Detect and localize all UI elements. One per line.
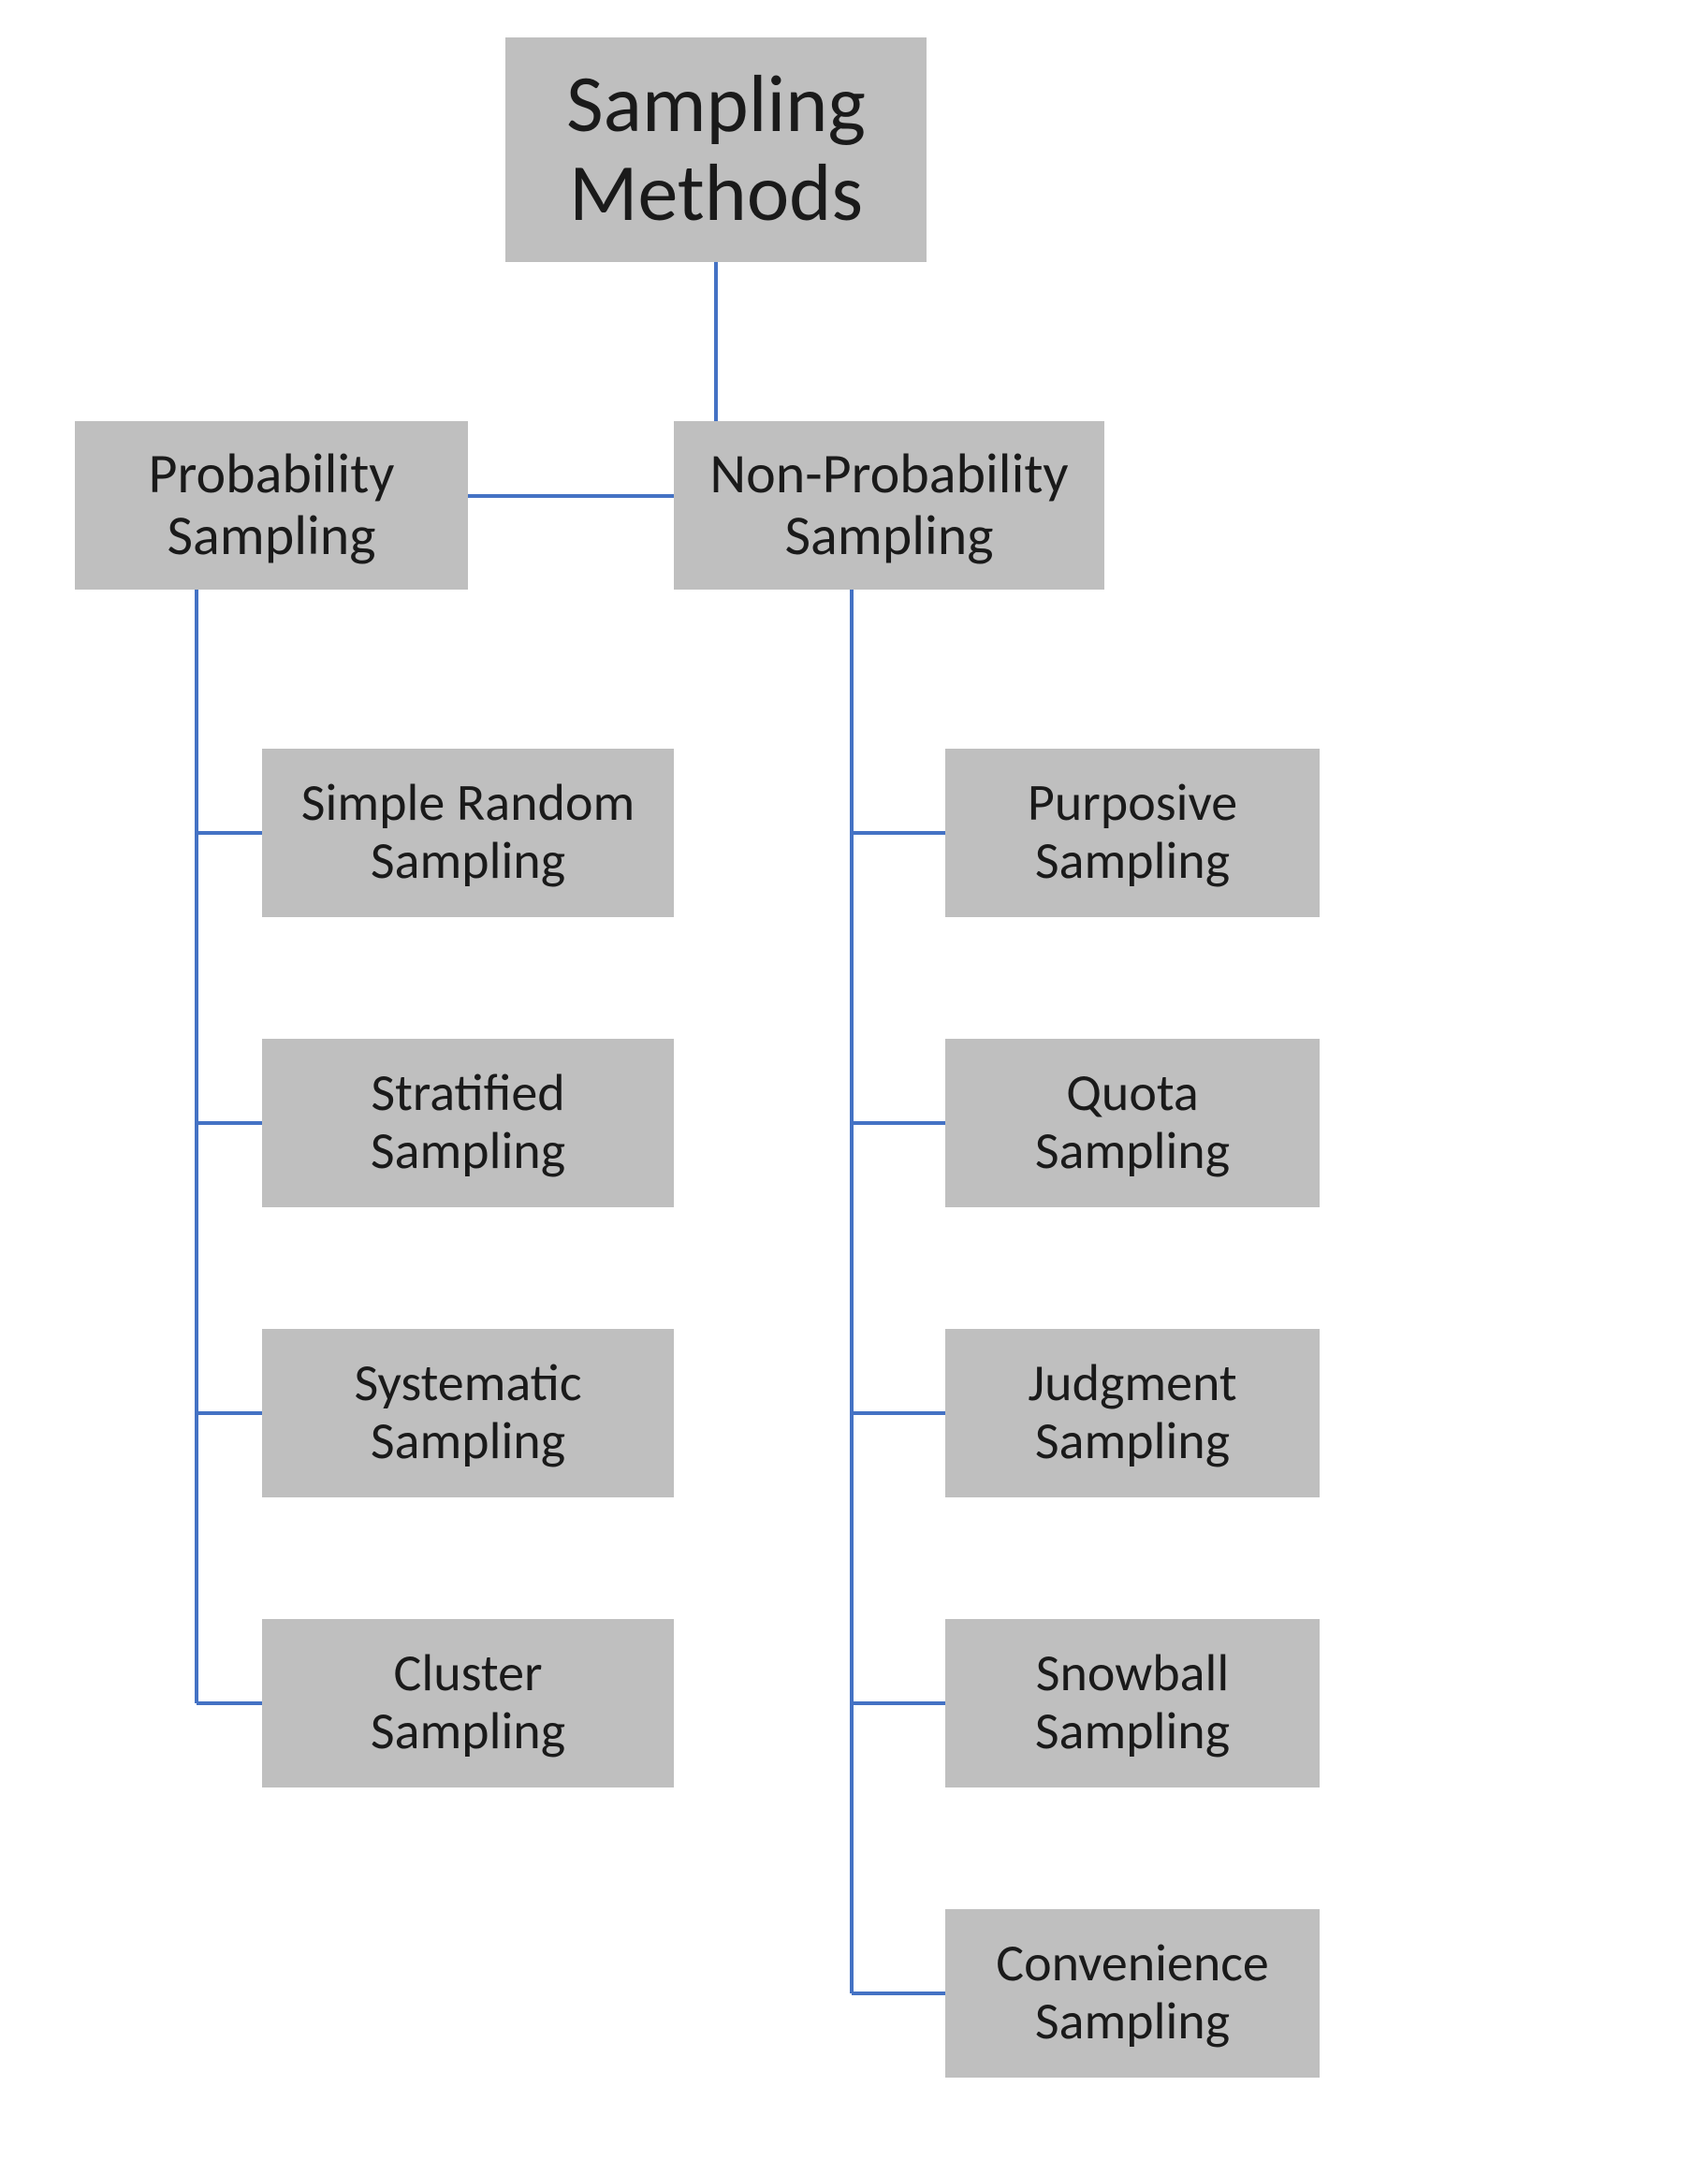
leaf-node-nonprobability-2-label: Judgment Sampling [1028, 1355, 1236, 1470]
leaf-node-nonprobability-1-label: Quota Sampling [1035, 1065, 1230, 1180]
diagram-canvas: Sampling Methods Probability Sampling Simp… [0, 0, 1708, 2174]
leaf-node-nonprobability-4-label: Convenience Sampling [996, 1935, 1269, 2050]
branch-node-nonprobability: Non-Probability Sampling [674, 421, 1104, 590]
leaf-node-probability-2-label: Systematic Sampling [354, 1355, 581, 1470]
leaf-node-probability-2: Systematic Sampling [262, 1329, 674, 1497]
connector-lines [0, 0, 1708, 2174]
leaf-node-probability-3: Cluster Sampling [262, 1619, 674, 1787]
leaf-node-probability-3-label: Cluster Sampling [371, 1645, 565, 1760]
leaf-node-nonprobability-0: Purposive Sampling [945, 749, 1320, 917]
leaf-node-probability-1-label: Stratified Sampling [371, 1065, 565, 1180]
branch-node-probability: Probability Sampling [75, 421, 468, 590]
leaf-node-nonprobability-0-label: Purposive Sampling [1028, 775, 1237, 890]
leaf-node-probability-0-label: Simple Random Sampling [301, 775, 635, 890]
branch-node-probability-label: Probability Sampling [149, 444, 395, 567]
leaf-node-nonprobability-2: Judgment Sampling [945, 1329, 1320, 1497]
leaf-node-nonprobability-1: Quota Sampling [945, 1039, 1320, 1207]
leaf-node-nonprobability-4: Convenience Sampling [945, 1909, 1320, 2078]
leaf-node-nonprobability-3-label: Snowball Sampling [1035, 1645, 1230, 1760]
root-node: Sampling Methods [505, 37, 927, 262]
root-node-label: Sampling Methods [566, 61, 866, 238]
branch-node-nonprobability-label: Non-Probability Sampling [709, 444, 1068, 567]
leaf-node-nonprobability-3: Snowball Sampling [945, 1619, 1320, 1787]
leaf-node-probability-0: Simple Random Sampling [262, 749, 674, 917]
leaf-node-probability-1: Stratified Sampling [262, 1039, 674, 1207]
